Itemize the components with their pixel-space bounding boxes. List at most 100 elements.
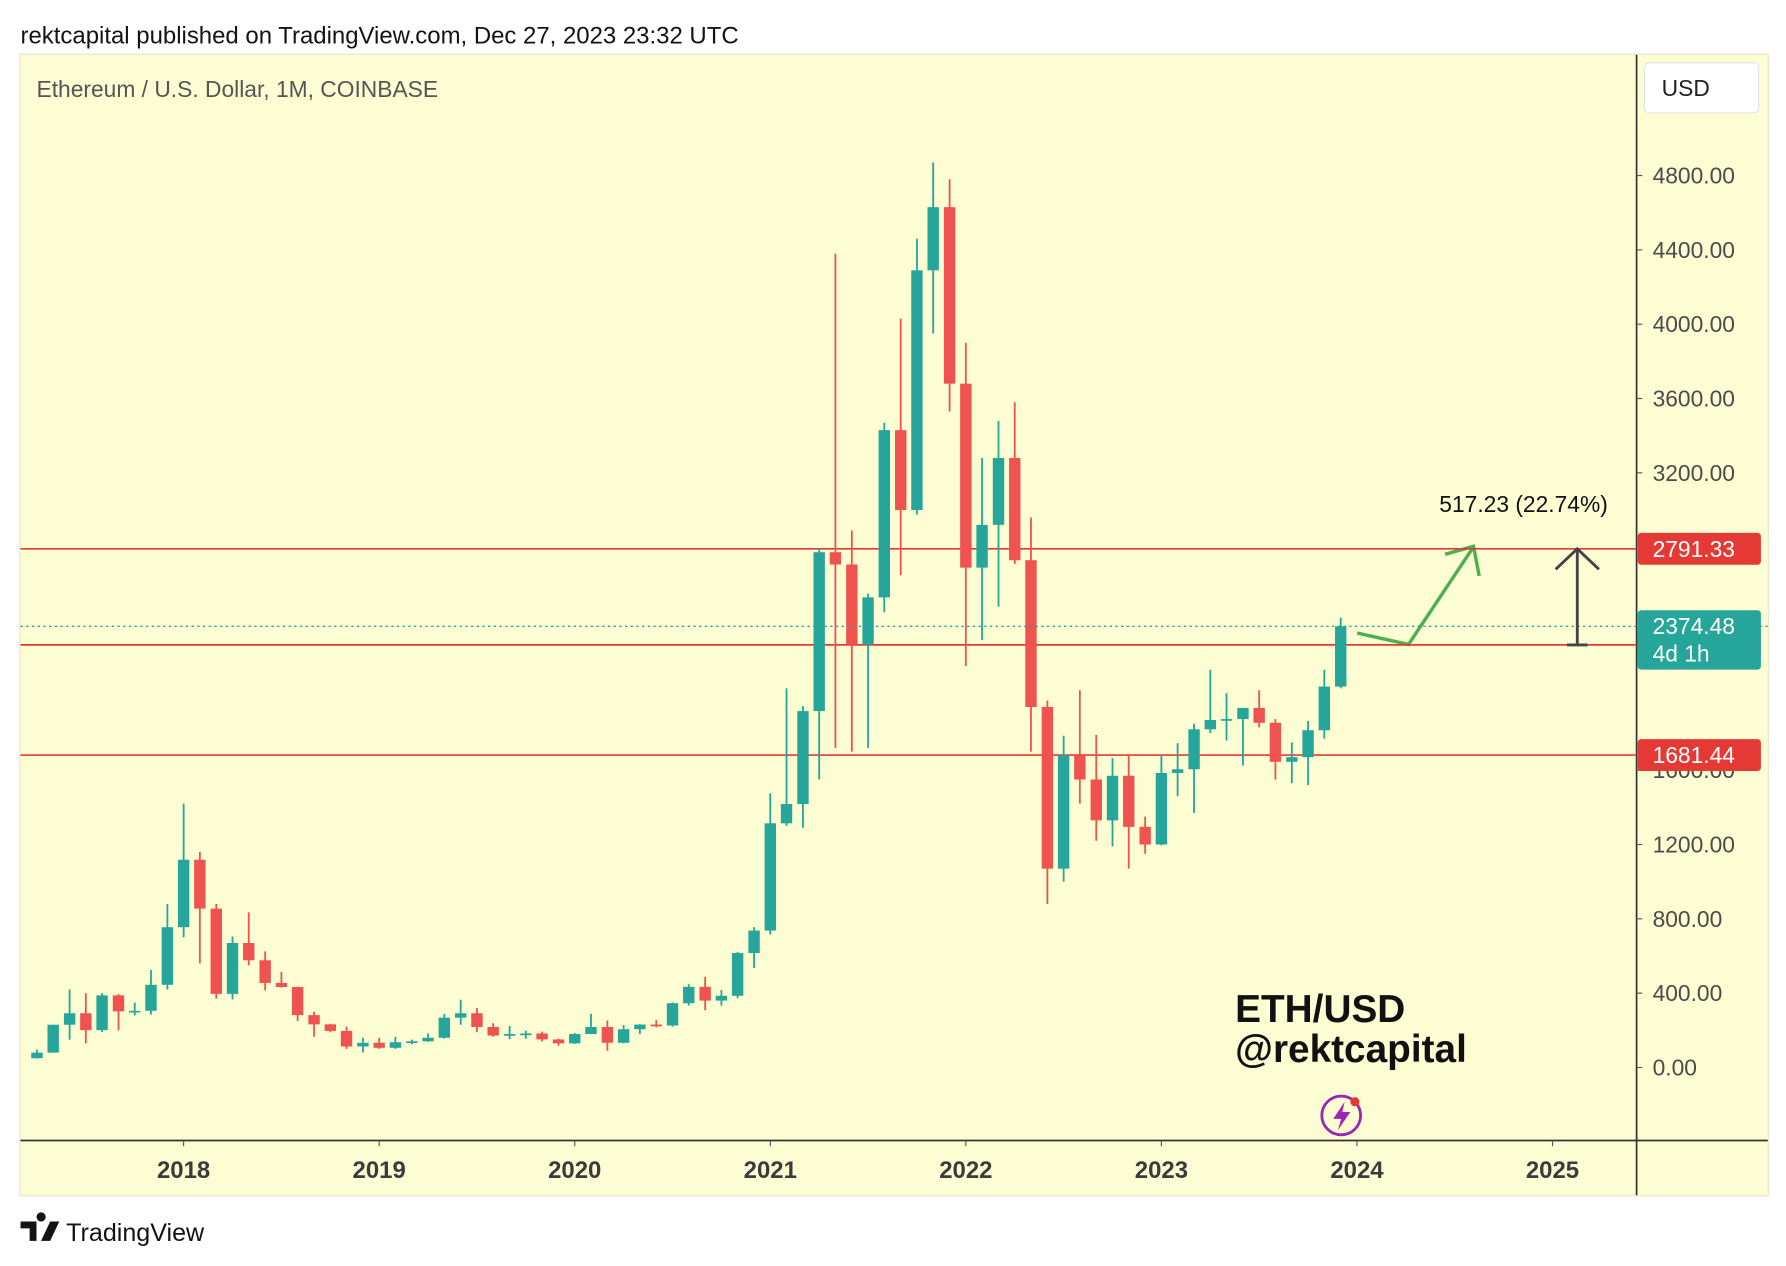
- candle-body: [259, 960, 271, 983]
- x-tick-label: 2018: [157, 1157, 210, 1184]
- candle-body: [1318, 686, 1330, 731]
- candle-body: [862, 597, 874, 645]
- plot-area: [20, 162, 1637, 1059]
- candle-body: [569, 1034, 581, 1044]
- level-label: 1681.44: [1653, 742, 1736, 768]
- candle-body: [943, 207, 956, 384]
- candle-body: [1188, 729, 1200, 770]
- candle-body: [960, 383, 972, 568]
- candle-body: [992, 458, 1005, 525]
- candle-body: [1335, 626, 1347, 687]
- candle-body: [927, 207, 939, 271]
- candle-body: [731, 953, 744, 996]
- watermark-line: @rektcapital: [1235, 1028, 1467, 1071]
- candle-body: [780, 803, 793, 824]
- footer: TradingView: [66, 1219, 205, 1247]
- y-tick-label: 3600.00: [1653, 386, 1735, 412]
- candle-body: [748, 930, 760, 954]
- candle-body: [976, 524, 988, 568]
- candle-body: [683, 986, 695, 1004]
- y-tick-label: 400.00: [1653, 980, 1723, 1006]
- candle-body: [47, 1024, 59, 1053]
- candle-body: [373, 1042, 385, 1048]
- candle-body: [357, 1042, 369, 1047]
- candle-body: [585, 1026, 597, 1035]
- y-tick-label: 4000.00: [1653, 311, 1735, 337]
- candle-body: [389, 1042, 402, 1048]
- currency-label: USD: [1662, 75, 1710, 101]
- candle-body: [1123, 775, 1135, 827]
- candle-body: [438, 1017, 450, 1038]
- candle-body: [536, 1033, 548, 1040]
- candle-body: [275, 982, 288, 988]
- candle-body: [520, 1033, 532, 1036]
- candle-body: [161, 927, 174, 985]
- icon-ring: [1320, 1094, 1363, 1137]
- candle-body: [911, 270, 923, 511]
- candle-body: [503, 1034, 516, 1036]
- candle-body: [63, 1013, 76, 1025]
- countdown-label: 4d 1h: [1653, 641, 1710, 667]
- candle-body: [80, 1013, 92, 1031]
- candle-body: [878, 430, 890, 598]
- candle-body: [1220, 719, 1233, 721]
- candle-body: [406, 1041, 418, 1043]
- x-tick-label: 2020: [548, 1157, 601, 1184]
- level-label: 2791.33: [1653, 536, 1735, 562]
- candle-body: [1269, 722, 1282, 762]
- candle-body: [1025, 560, 1037, 707]
- candle-body: [471, 1013, 483, 1027]
- candle-body: [1139, 826, 1151, 845]
- tv-logo-mark: [20, 1212, 60, 1241]
- candle-body: [145, 984, 157, 1011]
- level-badge: [1637, 739, 1761, 772]
- candle-body: [1041, 706, 1054, 869]
- y-tick-label: 0.00: [1653, 1054, 1697, 1080]
- candle-body: [340, 1030, 353, 1047]
- candle-body: [1253, 707, 1265, 723]
- lightning-icon[interactable]: [1320, 1094, 1363, 1137]
- candle-body: [666, 1003, 679, 1026]
- candle-body: [813, 552, 825, 712]
- x-tick-label: 2025: [1526, 1157, 1579, 1184]
- candle-body: [1302, 730, 1314, 758]
- candle-body: [1074, 755, 1086, 780]
- candle-body: [1237, 707, 1249, 720]
- y-tick-label: 800.00: [1653, 906, 1723, 932]
- y-tick-label: 4800.00: [1653, 163, 1735, 189]
- candle-body: [829, 552, 842, 565]
- measure-head: [1554, 546, 1600, 571]
- candle-body: [422, 1037, 434, 1042]
- tv-logo: [20, 1212, 60, 1241]
- x-tick-label: 2022: [939, 1157, 992, 1184]
- candle-body: [1204, 720, 1216, 730]
- candle-body: [1155, 772, 1168, 845]
- candle-body: [129, 1010, 141, 1013]
- chart-title: Ethereum / U.S. Dollar, 1M, COINBASE: [36, 76, 438, 102]
- currency-button[interactable]: [1644, 62, 1760, 114]
- candle-body: [895, 430, 907, 511]
- icon-dot: [1350, 1097, 1360, 1107]
- candle-body: [96, 995, 108, 1031]
- candle-body: [31, 1052, 43, 1059]
- candle-body: [552, 1039, 565, 1044]
- x-tick-label: 2021: [744, 1157, 797, 1184]
- candle-body: [634, 1024, 646, 1030]
- candle-body: [226, 942, 239, 994]
- candle-body: [715, 995, 728, 1001]
- candle-body: [1106, 775, 1119, 821]
- candle-body: [324, 1024, 336, 1031]
- candle-body: [1286, 757, 1298, 762]
- candle-body: [1057, 755, 1070, 869]
- candle-body: [1009, 458, 1021, 561]
- x-tick-label: 2019: [353, 1157, 406, 1184]
- y-tick-label: 1200.00: [1653, 831, 1735, 857]
- candle-body: [797, 711, 809, 804]
- candle-body: [210, 908, 222, 994]
- last-price-label: 2374.48: [1653, 613, 1735, 639]
- candle-body: [1171, 769, 1184, 773]
- y-tick-label: 3200.00: [1653, 460, 1735, 486]
- header: rektcapital published on TradingView.com…: [21, 22, 739, 49]
- candle-body: [764, 823, 776, 931]
